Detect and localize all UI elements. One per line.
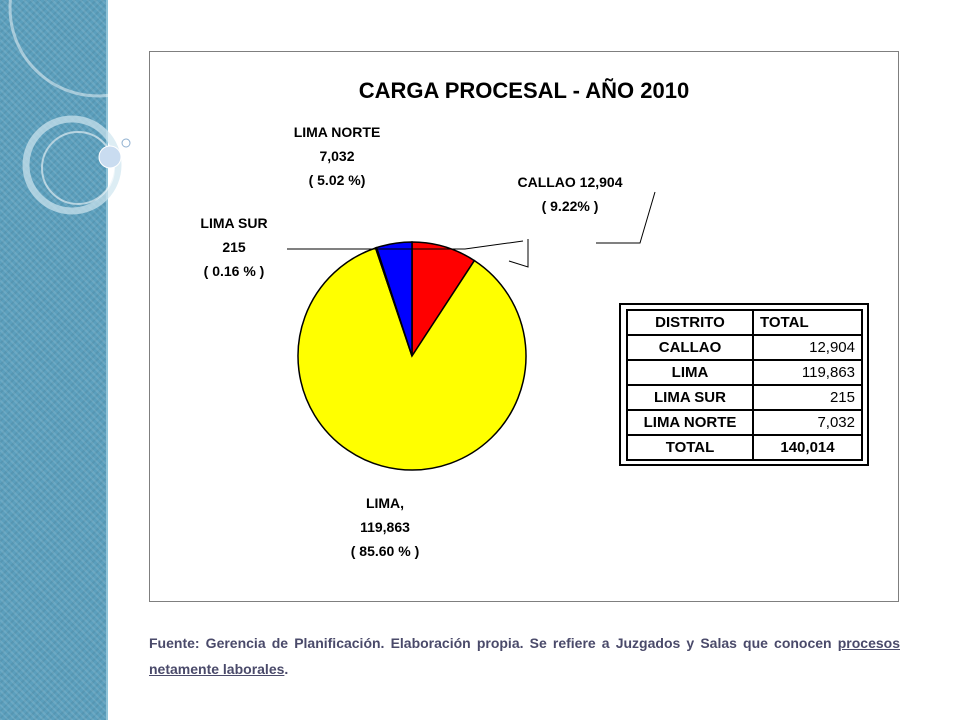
table-cell-total: 215 <box>752 384 863 411</box>
table-cell-total: 119,863 <box>752 359 863 386</box>
label-lima-name: LIMA, <box>365 495 405 511</box>
pie-slice-lima-norte <box>375 241 413 357</box>
source-note-underlined: procesos netamente laborales <box>149 635 900 677</box>
source-note-end: . <box>284 661 289 677</box>
table-row: LIMA 119,863 <box>626 359 863 386</box>
table-cell-distrito: LIMA SUR <box>626 384 754 411</box>
leader-line-callao <box>596 191 656 244</box>
leader-line-lima-sur <box>287 240 524 250</box>
table-header-distrito: DISTRITO <box>626 309 754 336</box>
summary-table: DISTRITO TOTAL CALLAO 12,904 LIMA 119,86… <box>626 309 863 461</box>
label-lima-norte-name: LIMA NORTE <box>293 124 381 140</box>
table-total-label: TOTAL <box>626 434 754 461</box>
table-header-total: TOTAL <box>752 309 863 336</box>
side-decoration-strip <box>0 0 108 720</box>
table-row: CALLAO 12,904 <box>626 334 863 361</box>
label-lima-value: 119,863 <box>360 519 410 535</box>
label-callao-percent: ( 9.22% ) <box>541 198 599 214</box>
label-lima: LIMA, 119,863 ( 85.60 % ) <box>325 491 445 563</box>
source-note: Fuente: Gerencia de Planificación. Elabo… <box>149 630 900 682</box>
summary-table-border <box>619 303 869 466</box>
leader-line-lima-norte <box>508 239 529 268</box>
table-row: LIMA SUR 215 <box>626 384 863 411</box>
label-lima-norte: LIMA NORTE 7,032 ( 5.02 %) <box>282 120 392 192</box>
label-callao: CALLAO 12,904 ( 9.22% ) <box>495 170 645 218</box>
label-lima-percent: ( 85.60 % ) <box>350 543 420 559</box>
table-cell-distrito: LIMA NORTE <box>626 409 754 436</box>
table-total-row: TOTAL 140,014 <box>626 434 863 461</box>
label-lima-norte-value: 7,032 <box>319 148 355 164</box>
deco-dot-small <box>121 138 131 148</box>
pie-chart <box>287 191 656 471</box>
table-cell-total: 12,904 <box>752 334 863 361</box>
table-header-row: DISTRITO TOTAL <box>626 309 863 336</box>
chart-frame: CARGA PROCESAL - AÑO 2010 LIMA NORTE 7,0… <box>149 51 899 602</box>
label-lima-norte-percent: ( 5.02 %) <box>308 172 366 188</box>
chart-title: CARGA PROCESAL - AÑO 2010 <box>358 78 690 103</box>
label-lima-sur-value: 215 <box>222 239 246 255</box>
table-cell-distrito: CALLAO <box>626 334 754 361</box>
label-lima-sur: LIMA SUR 215 ( 0.16 % ) <box>179 211 289 283</box>
source-note-text: Fuente: Gerencia de Planificación. Elabo… <box>149 635 838 651</box>
table-row: LIMA NORTE 7,032 <box>626 409 863 436</box>
pie-slice-lima <box>297 247 527 471</box>
table-total-value: 140,014 <box>752 434 863 461</box>
label-lima-sur-name: LIMA SUR <box>200 215 268 231</box>
label-callao-name-value: CALLAO 12,904 <box>517 174 623 190</box>
label-lima-sur-percent: ( 0.16 % ) <box>203 263 265 279</box>
table-cell-total: 7,032 <box>752 409 863 436</box>
table-cell-distrito: LIMA <box>626 359 754 386</box>
